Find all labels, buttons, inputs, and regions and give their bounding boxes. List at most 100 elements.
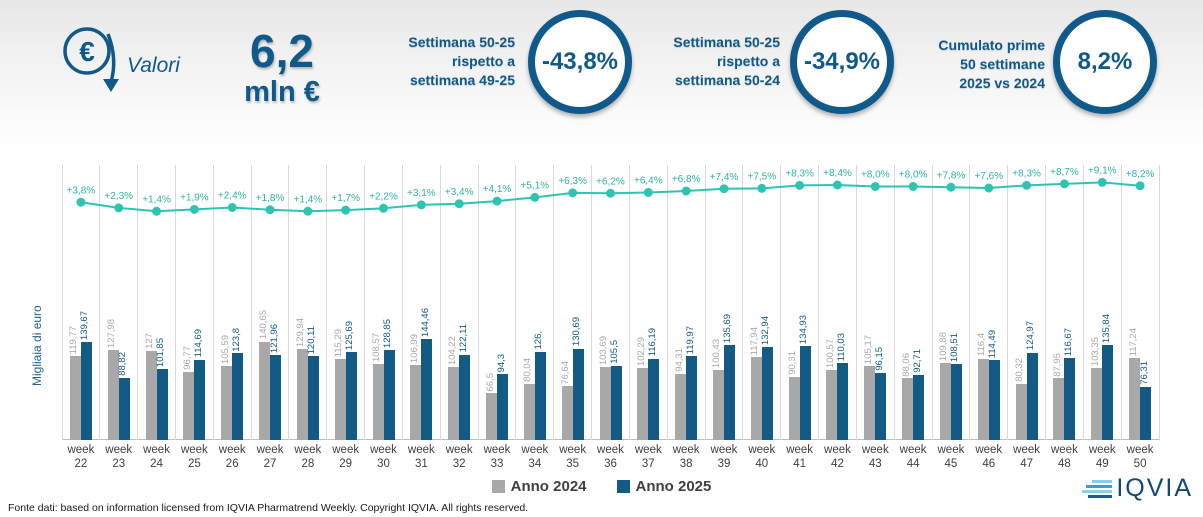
week-label-35: week 35: [559, 444, 587, 470]
bar-anno-2024-week-40: [750, 357, 762, 440]
y-axis-title: Migliaia di euro: [30, 305, 44, 386]
gridline: [212, 165, 214, 440]
line-point-label: +8,7%: [1050, 167, 1079, 178]
gridline: [1007, 165, 1009, 440]
line-point: [1097, 177, 1107, 187]
bar-value-label: 76,31: [1138, 360, 1150, 385]
line-point: [908, 182, 918, 191]
line-point-label: +6,4%: [634, 176, 663, 187]
gridline: [250, 165, 252, 440]
chart-plot-area: 119,77 139,67 127,98 88,82 127 101,85 96,77 114…: [61, 165, 1160, 440]
kpi-1-line1: Settimana 50-25: [408, 34, 515, 50]
line-point-label: +8,0%: [861, 170, 890, 181]
gridline: [818, 165, 820, 440]
bar-anno-2025-week-28: [307, 355, 319, 440]
gridline: [742, 165, 744, 440]
bar-value-label: 96,15: [873, 346, 885, 371]
gridline: [1158, 165, 1160, 440]
gridline: [1082, 165, 1084, 440]
bar-value-label: 116,19: [646, 328, 658, 357]
iqvia-logo: IQVIA: [1082, 474, 1193, 503]
line-point-label: +7,5%: [747, 171, 776, 182]
line-point-label: +2,4%: [218, 191, 247, 202]
week-label-48: week 48: [1050, 444, 1078, 470]
bar-anno-2025-week-26: [232, 353, 244, 440]
line-point: [1059, 179, 1069, 189]
bar-value-label: 94,3: [495, 353, 507, 373]
line-point-label: +8,2%: [1126, 169, 1155, 180]
bar-anno-2025-week-35: [572, 348, 584, 440]
bar-value-label: 144,46: [419, 307, 431, 337]
bar-anno-2025-week-39: [723, 345, 735, 440]
gridline: [1045, 165, 1047, 440]
legend-item-2025: Anno 2025: [616, 478, 712, 495]
gridline: [99, 165, 101, 440]
line-point-label: +7,6%: [974, 171, 1003, 182]
legend-swatch-2025-icon: [616, 480, 630, 493]
bar-anno-2025-week-22: [80, 342, 92, 440]
week-label-45: week 45: [937, 444, 965, 470]
week-label-27: week 27: [256, 444, 284, 470]
bar-anno-2025-week-47: [1026, 352, 1038, 440]
bar-anno-2024-week-44: [902, 378, 914, 440]
bar-value-label: 130,69: [571, 317, 583, 347]
line-point: [681, 186, 691, 196]
bar-anno-2025-week-36: [610, 366, 622, 440]
bar-anno-2024-week-27: [259, 341, 271, 440]
bar-anno-2024-week-22: [69, 356, 81, 440]
svg-text:€: €: [79, 36, 95, 67]
line-point: [189, 204, 199, 214]
week-label-32: week 32: [445, 444, 473, 470]
line-point: [530, 192, 540, 202]
bar-value-label: 114,49: [987, 329, 999, 358]
bar-value-label: 135,69: [722, 313, 734, 344]
week-label-31: week 31: [407, 444, 435, 470]
bar-value-label: 117,24: [1127, 327, 1139, 356]
bar-anno-2025-week-24: [156, 368, 168, 440]
euro-down-icon: €: [63, 27, 119, 92]
kpi-2-line1: Settimana 50-25: [673, 34, 780, 50]
week-label-40: week 40: [748, 444, 776, 470]
bar-anno-2024-week-48: [1053, 378, 1065, 440]
line-point: [492, 196, 502, 206]
iqvia-logo-text: IQVIA: [1116, 474, 1193, 502]
week-label-43: week 43: [861, 444, 889, 470]
gridline: [931, 165, 933, 440]
bar-value-label: 108,51: [949, 332, 961, 363]
week-label-24: week 24: [143, 444, 170, 470]
bar-value-label: 124,97: [1025, 321, 1037, 351]
bar-anno-2025-week-44: [913, 375, 925, 440]
bar-value-label: 132,94: [760, 315, 772, 345]
bar-anno-2025-week-41: [799, 345, 811, 440]
gridline: [628, 165, 630, 440]
line-point-label: +7,4%: [710, 172, 739, 183]
line-point-label: +6,8%: [672, 174, 701, 185]
kpi-1-circle: -43,8%: [528, 10, 632, 114]
bar-value-label: 76,64: [560, 360, 572, 385]
bar-anno-2025-week-27: [270, 354, 282, 440]
line-point-label: +5,1%: [521, 180, 550, 191]
bar-anno-2024-week-41: [788, 376, 800, 440]
week-label-37: week 37: [634, 444, 662, 470]
bar-anno-2025-week-45: [950, 364, 962, 440]
kpi-2-label: Settimana 50-25 rispetto a settimana 50-…: [648, 33, 780, 90]
bar-anno-2024-week-39: [712, 369, 724, 440]
week-label-29: week 29: [332, 444, 360, 470]
line-point: [1022, 180, 1032, 190]
gridline: [288, 165, 290, 440]
bar-value-label: 92,71: [911, 349, 923, 374]
bar-value-label: 88,82: [117, 352, 129, 376]
bar-value-label: 134,93: [798, 314, 810, 344]
bar-anno-2024-week-30: [372, 364, 384, 440]
week-label-46: week 46: [975, 444, 1003, 470]
gridline: [666, 165, 668, 440]
kpi-3-line3: 2025 vs 2024: [959, 75, 1045, 91]
gridline: [439, 165, 441, 440]
line-point: [984, 183, 994, 193]
week-label-28: week 28: [294, 444, 322, 470]
legend-swatch-2024-icon: [491, 480, 505, 493]
legend-label-2025: Anno 2025: [635, 478, 712, 495]
bar-anno-2025-week-42: [837, 362, 849, 440]
line-point-label: +3,8%: [67, 185, 96, 196]
line-point-label: +8,3%: [1012, 168, 1041, 179]
